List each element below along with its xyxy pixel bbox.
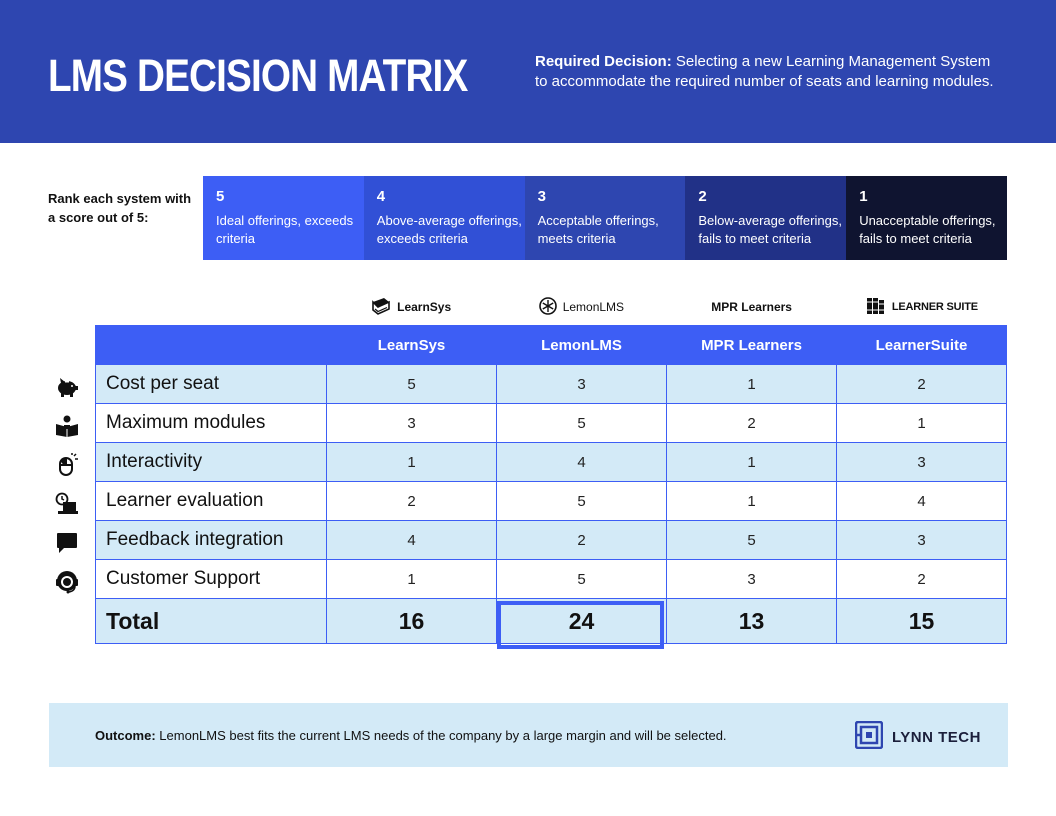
column-header: LearnerSuite — [836, 325, 1007, 365]
criterion-label: Maximum modules — [95, 403, 327, 443]
outcome-text: LemonLMS best fits the current LMS needs… — [159, 728, 727, 743]
reader-icon — [53, 406, 81, 445]
criterion-label: Cost per seat — [95, 364, 327, 404]
table-row: Maximum modules 3 5 2 1 — [95, 403, 1007, 443]
score-cell: 5 — [496, 559, 667, 599]
brand-name: LearnSys — [397, 300, 452, 314]
winner-total-value: 24 — [568, 607, 595, 634]
book-icon — [371, 297, 391, 318]
score-cell: 1 — [836, 403, 1007, 443]
decision-text: Selecting a new Learning Management Syst… — [535, 53, 994, 90]
brand-mpr-learners: MPR Learners — [667, 296, 837, 318]
lynn-tech-logo-icon — [854, 720, 884, 754]
total-cell-winner: 24 — [496, 598, 667, 649]
total-cell: 15 — [836, 598, 1007, 644]
outcome-statement: Outcome: LemonLMS best fits the current … — [95, 728, 727, 743]
column-header: LearnSys — [326, 325, 497, 365]
score-cell: 2 — [666, 403, 837, 443]
total-label: Total — [95, 598, 327, 644]
score-cell: 3 — [836, 520, 1007, 560]
score-cell: 1 — [666, 442, 837, 482]
scale-description: Acceptable offerings, meets criteria — [537, 213, 659, 246]
scale-description: Below-average offerings, fails to meet c… — [698, 213, 842, 246]
page-title: LMS DECISION MATRIX — [48, 50, 468, 101]
scale-description: Unacceptable offerings, fails to meet cr… — [859, 213, 996, 246]
brand-learnsys: LearnSys — [326, 296, 496, 318]
score-cell: 5 — [496, 481, 667, 521]
table-row: Interactivity 1 4 1 3 — [95, 442, 1007, 482]
headset-icon — [53, 562, 81, 601]
total-cell: 16 — [326, 598, 497, 644]
column-header: MPR Learners — [666, 325, 837, 365]
scale-score: 3 — [537, 188, 546, 205]
brand-name: LEARNER SUITE — [891, 301, 978, 313]
books-icon — [866, 297, 886, 318]
score-cell: 1 — [666, 364, 837, 404]
score-cell: 1 — [666, 481, 837, 521]
logo-name: LYNN TECH — [892, 729, 981, 746]
total-cell: 13 — [666, 598, 837, 644]
table-row: Cost per seat 5 3 1 2 — [95, 364, 1007, 404]
scale-score: 4 — [376, 188, 386, 205]
score-cell: 3 — [836, 442, 1007, 482]
chat-bubble-icon — [53, 523, 81, 562]
scale-description: Above-average offerings, exceeds criteri… — [376, 213, 522, 246]
decision-label: Required Decision: — [535, 53, 672, 70]
header-blank-cell — [95, 325, 327, 365]
scale-box-4: 4 Above-average offerings, exceeds crite… — [363, 176, 525, 260]
score-cell: 4 — [836, 481, 1007, 521]
score-cell: 4 — [326, 520, 497, 560]
criterion-label: Feedback integration — [95, 520, 327, 560]
scale-box-5: 5 Ideal offerings, exceeds criteria — [203, 176, 364, 260]
brand-logos: LearnSys LemonLMS MPR Learners LEARNER S… — [326, 296, 1007, 318]
header-banner: LMS DECISION MATRIX Required Decision: S… — [0, 0, 1056, 143]
score-cell: 3 — [496, 364, 667, 404]
score-cell: 2 — [496, 520, 667, 560]
lynn-tech-logo: LYNN TECH — [854, 720, 981, 754]
criterion-label: Interactivity — [95, 442, 327, 482]
scale-box-2: 2 Below-average offerings, fails to meet… — [685, 176, 847, 260]
scale-score: 1 — [859, 188, 868, 205]
score-cell: 5 — [666, 520, 837, 560]
criteria-icons — [53, 367, 81, 601]
brand-name: MPR Learners — [711, 300, 792, 314]
score-cell: 2 — [326, 481, 497, 521]
required-decision: Required Decision: Selecting a new Learn… — [535, 52, 1005, 92]
timed-laptop-icon — [53, 484, 81, 523]
criterion-label: Customer Support — [95, 559, 327, 599]
score-cell: 3 — [326, 403, 497, 443]
lemon-slice-icon — [538, 296, 557, 318]
score-scale: 5 Ideal offerings, exceeds criteria 4 Ab… — [203, 176, 1007, 260]
scale-box-3: 3 Acceptable offerings, meets criteria — [524, 176, 686, 260]
score-cell: 3 — [666, 559, 837, 599]
table-row: Feedback integration 4 2 5 3 — [95, 520, 1007, 560]
rank-instructions: Rank each system with a score out of 5: — [48, 191, 192, 225]
table-row: Customer Support 1 5 3 2 — [95, 559, 1007, 599]
outcome-label: Outcome: — [95, 728, 156, 743]
outcome-box: Outcome: LemonLMS best fits the current … — [49, 703, 1008, 767]
scale-description: Ideal offerings, exceeds criteria — [216, 213, 354, 246]
brand-learner-suite: LEARNER SUITE — [837, 296, 1007, 318]
criterion-label: Learner evaluation — [95, 481, 327, 521]
score-cell: 1 — [326, 442, 497, 482]
score-cell: 2 — [836, 559, 1007, 599]
scale-score: 2 — [698, 188, 707, 205]
scale-score: 5 — [216, 188, 225, 205]
brand-name: LemonLMS — [562, 300, 625, 314]
score-cell: 5 — [326, 364, 497, 404]
piggy-bank-icon — [53, 367, 81, 406]
table-row: Learner evaluation 2 5 1 4 — [95, 481, 1007, 521]
brand-lemonlms: LemonLMS — [496, 296, 666, 318]
total-row: Total 16 24 13 15 — [95, 598, 1007, 649]
column-header: LemonLMS — [496, 325, 667, 365]
mouse-click-icon — [53, 445, 81, 484]
score-cell: 4 — [496, 442, 667, 482]
scale-box-1: 1 Unacceptable offerings, fails to meet … — [846, 176, 1007, 260]
score-cell: 1 — [326, 559, 497, 599]
decision-matrix-table: LearnSys LemonLMS MPR Learners LearnerSu… — [95, 325, 1007, 649]
table-header-row: LearnSys LemonLMS MPR Learners LearnerSu… — [95, 325, 1007, 365]
score-cell: 5 — [496, 403, 667, 443]
score-cell: 2 — [836, 364, 1007, 404]
